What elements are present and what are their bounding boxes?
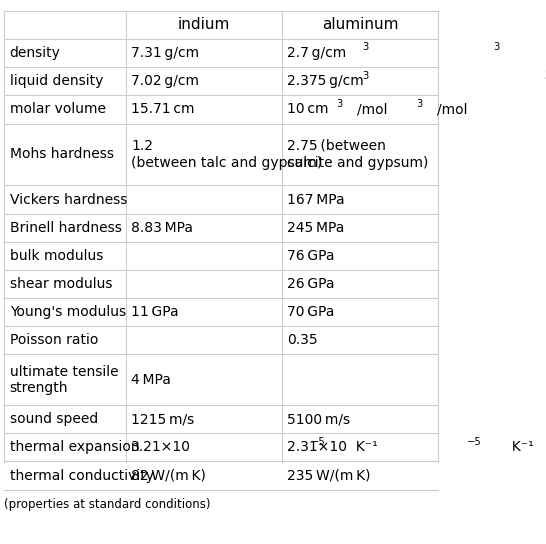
Text: (properties at standard conditions): (properties at standard conditions) — [4, 498, 211, 511]
Text: density: density — [10, 46, 61, 60]
Text: shear modulus: shear modulus — [10, 277, 112, 291]
Text: 1.2
(between talc and gypsum): 1.2 (between talc and gypsum) — [131, 139, 322, 170]
Text: aluminum: aluminum — [322, 17, 399, 33]
Text: /mol: /mol — [437, 102, 467, 116]
Text: K⁻¹: K⁻¹ — [509, 440, 533, 454]
Text: ultimate tensile
strength: ultimate tensile strength — [10, 364, 118, 395]
Text: 2.7 g/cm: 2.7 g/cm — [287, 46, 347, 60]
Text: sound speed: sound speed — [10, 412, 98, 426]
Text: Young's modulus: Young's modulus — [10, 305, 126, 319]
Text: 3: 3 — [544, 71, 546, 81]
Text: −5: −5 — [311, 437, 326, 447]
Text: 245 MPa: 245 MPa — [287, 221, 345, 234]
Text: Brinell hardness: Brinell hardness — [10, 221, 122, 234]
Text: 7.31 g/cm: 7.31 g/cm — [131, 46, 199, 60]
Text: 10 cm: 10 cm — [287, 102, 329, 116]
Text: 3: 3 — [493, 42, 499, 52]
Text: 70 GPa: 70 GPa — [287, 305, 335, 319]
Text: 7.02 g/cm: 7.02 g/cm — [131, 75, 199, 88]
Text: Mohs hardness: Mohs hardness — [10, 147, 114, 162]
Text: 1215 m/s: 1215 m/s — [131, 412, 194, 426]
Text: 76 GPa: 76 GPa — [287, 249, 335, 263]
Text: 3.21×10: 3.21×10 — [131, 440, 191, 454]
Text: 235 W/(m K): 235 W/(m K) — [287, 468, 371, 483]
Text: 167 MPa: 167 MPa — [287, 193, 345, 207]
Text: 3: 3 — [416, 99, 422, 109]
Text: indium: indium — [178, 17, 230, 33]
Text: 3: 3 — [363, 42, 369, 52]
Text: liquid density: liquid density — [10, 75, 103, 88]
Text: 4 MPa: 4 MPa — [131, 373, 171, 387]
Text: K⁻¹: K⁻¹ — [353, 440, 377, 454]
Text: molar volume: molar volume — [10, 102, 105, 116]
Text: Vickers hardness: Vickers hardness — [10, 193, 127, 207]
Text: 0.35: 0.35 — [287, 333, 318, 348]
Text: 3: 3 — [363, 71, 369, 81]
Text: thermal conductivity: thermal conductivity — [10, 468, 153, 483]
Text: thermal expansion: thermal expansion — [10, 440, 139, 454]
Text: 8.83 MPa: 8.83 MPa — [131, 221, 193, 234]
Text: 2.75 (between
calcite and gypsum): 2.75 (between calcite and gypsum) — [287, 139, 429, 170]
Text: /mol: /mol — [358, 102, 388, 116]
Text: 82 W/(m K): 82 W/(m K) — [131, 468, 206, 483]
Text: 26 GPa: 26 GPa — [287, 277, 335, 291]
Text: 11 GPa: 11 GPa — [131, 305, 179, 319]
Text: 2.31×10: 2.31×10 — [287, 440, 347, 454]
Text: 5100 m/s: 5100 m/s — [287, 412, 351, 426]
Text: 3: 3 — [337, 99, 343, 109]
Text: −5: −5 — [467, 437, 482, 447]
Text: bulk modulus: bulk modulus — [10, 249, 103, 263]
Text: Poisson ratio: Poisson ratio — [10, 333, 98, 348]
Text: 15.71 cm: 15.71 cm — [131, 102, 195, 116]
Text: 2.375 g/cm: 2.375 g/cm — [287, 75, 364, 88]
